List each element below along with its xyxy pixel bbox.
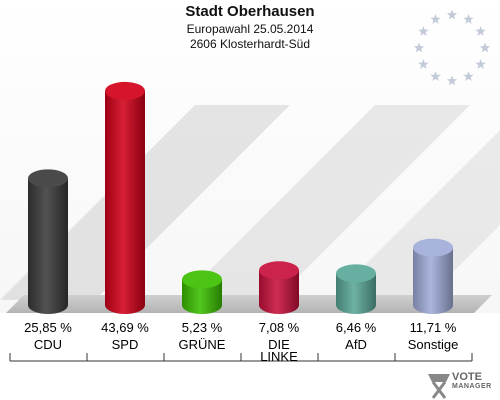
value-label: 6,46 % — [336, 320, 377, 335]
bar-sonstige — [413, 238, 453, 314]
eu-stars-icon — [413, 9, 491, 86]
star-icon — [418, 26, 429, 36]
value-label: 43,69 % — [101, 320, 149, 335]
logo-line-2: MANAGER — [452, 383, 492, 390]
category-label: SPD — [112, 337, 139, 352]
star-icon — [475, 26, 486, 36]
category-label: DIE — [268, 337, 290, 352]
value-label: 11,71 % — [410, 320, 457, 335]
category-label: Sonstige — [408, 337, 459, 352]
star-icon — [413, 42, 425, 53]
value-label: 7,08 % — [259, 320, 300, 335]
category-label: CDU — [34, 337, 62, 352]
district-subtitle: 2606 Klosterhardt-Süd — [189, 37, 311, 51]
star-icon — [446, 9, 458, 20]
star-icon — [430, 71, 441, 81]
label-band — [0, 313, 500, 400]
labels-group: 25,85 % CDU 43,69 % SPD 5,23 % GRÜNE 7,08 % DIE… — [24, 320, 458, 364]
bars-group — [28, 81, 453, 314]
category-label: AfD — [345, 337, 367, 352]
page-title: Stadt Oberhausen — [185, 3, 315, 20]
logo-line-1: VOTE — [452, 371, 482, 383]
star-icon — [446, 75, 458, 86]
bar-spd — [105, 81, 145, 314]
value-label: 5,23 % — [182, 320, 223, 335]
category-label: LINKE — [260, 349, 298, 364]
star-icon — [418, 59, 429, 69]
election-subtitle: Europawahl 25.05.2014 — [186, 22, 314, 36]
category-label: GRÜNE — [179, 337, 226, 352]
bar-afd — [336, 264, 376, 314]
vote-manager-logo: VOTE MANAGER — [452, 372, 492, 392]
star-icon — [475, 59, 486, 69]
star-icon — [479, 42, 491, 53]
value-label: 25,85 % — [24, 320, 72, 335]
star-icon — [463, 71, 474, 81]
bar-grüne — [182, 270, 222, 314]
star-icon — [463, 13, 474, 24]
category-separators — [9, 353, 473, 361]
bar-die-linke — [259, 261, 299, 314]
bar-cdu — [28, 169, 68, 314]
vote-manager-logo-icon — [428, 374, 450, 399]
star-icon — [430, 13, 441, 24]
